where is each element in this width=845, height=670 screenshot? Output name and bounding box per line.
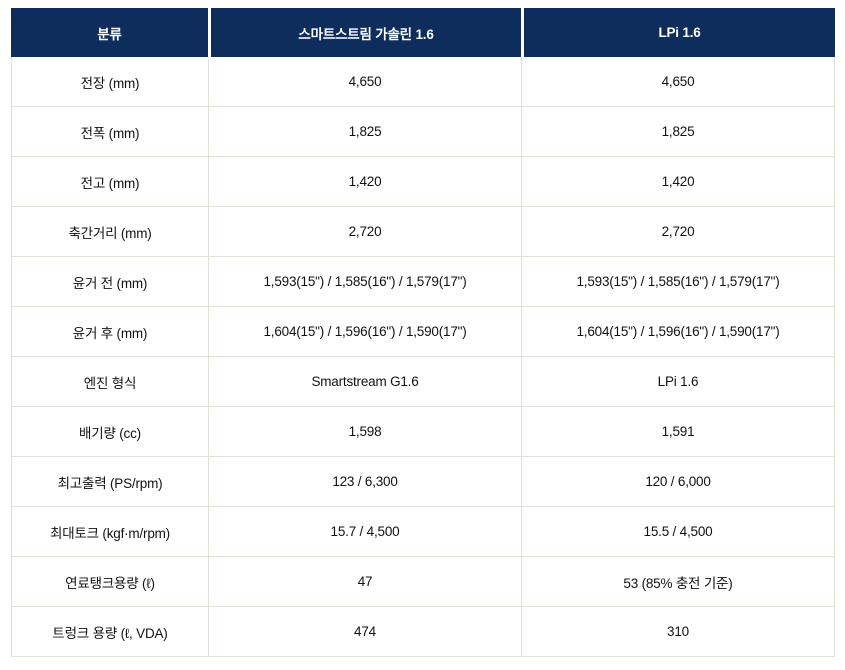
spec-row-displacement: 배기량 (cc) 1,598 1,591 [11,407,835,457]
spec-row-width: 전폭 (mm) 1,825 1,825 [11,107,835,157]
cell-value: 2,720 [208,207,521,257]
row-label: 윤거 후 (mm) [11,307,208,357]
column-header-category: 분류 [11,8,208,57]
cell-value: 310 [521,607,835,657]
cell-value: 1,420 [208,157,521,207]
cell-value: 47 [208,557,521,607]
row-label: 엔진 형식 [11,357,208,407]
row-label: 윤거 전 (mm) [11,257,208,307]
row-label: 최대토크 (kgf·m/rpm) [11,507,208,557]
cell-value: 123 / 6,300 [208,457,521,507]
cell-value: 1,604(15") / 1,596(16") / 1,590(17") [521,307,835,357]
row-label: 트렁크 용량 (ℓ, VDA) [11,607,208,657]
cell-value: LPi 1.6 [521,357,835,407]
cell-value: 53 (85% 충전 기준) [521,557,835,607]
row-label: 최고출력 (PS/rpm) [11,457,208,507]
cell-value: 1,825 [521,107,835,157]
column-header-gasoline: 스마트스트림 가솔린 1.6 [208,8,521,57]
cell-value: 1,593(15") / 1,585(16") / 1,579(17") [521,257,835,307]
spec-row-max-torque: 최대토크 (kgf·m/rpm) 15.7 / 4,500 15.5 / 4,5… [11,507,835,557]
row-label: 전폭 (mm) [11,107,208,157]
cell-value: 4,650 [521,57,835,107]
row-label: 연료탱크용량 (ℓ) [11,557,208,607]
row-label: 배기량 (cc) [11,407,208,457]
cell-value: 1,604(15") / 1,596(16") / 1,590(17") [208,307,521,357]
cell-value: 15.5 / 4,500 [521,507,835,557]
cell-value: 474 [208,607,521,657]
cell-value: 1,591 [521,407,835,457]
spec-row-tread-rear: 윤거 후 (mm) 1,604(15") / 1,596(16") / 1,59… [11,307,835,357]
row-label: 전장 (mm) [11,57,208,107]
cell-value: 4,650 [208,57,521,107]
row-label: 축간거리 (mm) [11,207,208,257]
cell-value: 1,825 [208,107,521,157]
spec-row-wheelbase: 축간거리 (mm) 2,720 2,720 [11,207,835,257]
cell-value: 2,720 [521,207,835,257]
cell-value: Smartstream G1.6 [208,357,521,407]
spec-row-engine-type: 엔진 형식 Smartstream G1.6 LPi 1.6 [11,357,835,407]
cell-value: 120 / 6,000 [521,457,835,507]
row-label: 전고 (mm) [11,157,208,207]
cell-value: 15.7 / 4,500 [208,507,521,557]
spec-row-fuel-tank: 연료탱크용량 (ℓ) 47 53 (85% 충전 기준) [11,557,835,607]
vehicle-spec-table: 분류 스마트스트림 가솔린 1.6 LPi 1.6 전장 (mm) 4,650 … [11,8,835,657]
column-header-lpi: LPi 1.6 [521,8,835,57]
spec-row-trunk: 트렁크 용량 (ℓ, VDA) 474 310 [11,607,835,657]
cell-value: 1,593(15") / 1,585(16") / 1,579(17") [208,257,521,307]
spec-row-tread-front: 윤거 전 (mm) 1,593(15") / 1,585(16") / 1,57… [11,257,835,307]
spec-row-max-power: 최고출력 (PS/rpm) 123 / 6,300 120 / 6,000 [11,457,835,507]
cell-value: 1,420 [521,157,835,207]
spec-row-height: 전고 (mm) 1,420 1,420 [11,157,835,207]
spec-row-length: 전장 (mm) 4,650 4,650 [11,57,835,107]
header-row: 분류 스마트스트림 가솔린 1.6 LPi 1.6 [11,8,835,57]
cell-value: 1,598 [208,407,521,457]
